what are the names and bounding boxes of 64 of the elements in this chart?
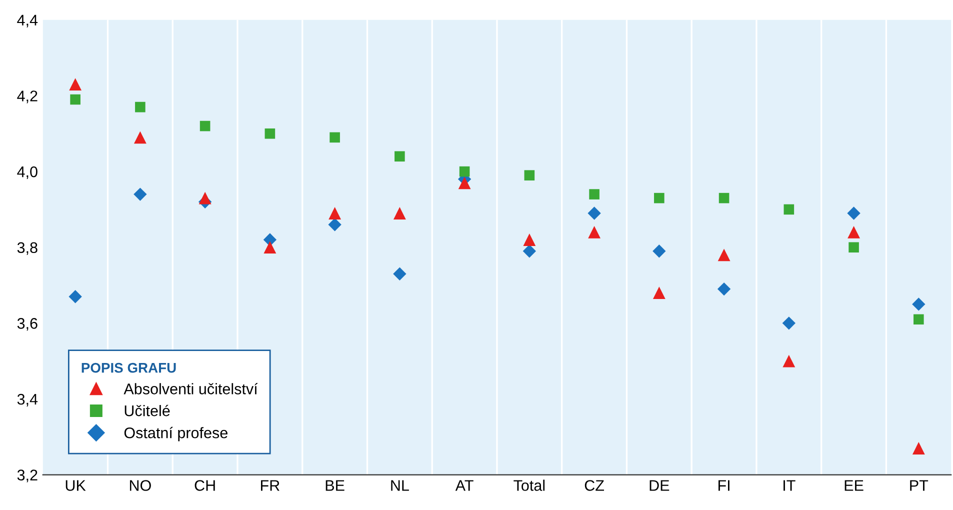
point — [912, 298, 926, 311]
y-tick-label: 4,4 — [17, 14, 38, 28]
point — [264, 241, 276, 254]
point — [69, 78, 82, 91]
point — [654, 192, 664, 204]
point — [524, 170, 535, 180]
point — [522, 244, 536, 258]
point — [459, 166, 470, 177]
x-tick-label: DE — [650, 480, 670, 491]
point — [782, 354, 796, 368]
y-tick-label: 4,0 — [17, 166, 38, 180]
point — [652, 286, 666, 300]
point — [847, 206, 860, 220]
x-tick-label: CH — [194, 480, 215, 491]
point — [134, 131, 146, 144]
point — [848, 242, 859, 252]
x-tick-label: FI — [718, 480, 730, 491]
y-tick-label: 3,4 — [17, 394, 38, 406]
point — [589, 189, 600, 200]
x-tick-label: Total — [514, 480, 545, 491]
point — [784, 204, 794, 215]
point — [717, 282, 731, 296]
x-tick-label: EE — [844, 480, 864, 491]
legend-title: POPIS GRAFU — [82, 362, 176, 373]
y-tick-label: 3,2 — [17, 470, 38, 482]
x-tick-label: NO — [130, 480, 151, 491]
point — [200, 120, 210, 132]
y-tick-label: 3,8 — [17, 242, 38, 255]
point — [912, 442, 925, 454]
point — [134, 188, 147, 201]
point — [523, 234, 536, 246]
x-tick-label: CZ — [584, 480, 604, 491]
legend-label: Absolventi učitelství — [124, 382, 258, 394]
point — [914, 314, 924, 325]
x-tick-label: PT — [910, 480, 928, 491]
point — [393, 207, 406, 220]
point — [718, 248, 730, 262]
y-tick-label: 4,2 — [17, 90, 38, 104]
x-tick-label: BE — [326, 480, 344, 491]
y-tick-label: 3,6 — [17, 318, 38, 331]
legend-label: Ostatní profese — [124, 426, 228, 442]
point — [588, 206, 601, 220]
point — [328, 207, 342, 220]
point — [264, 128, 276, 139]
point — [652, 244, 666, 258]
x-tick-label: AT — [455, 480, 474, 491]
x-tick-label: FR — [261, 480, 280, 491]
x-tick-label: IT — [784, 480, 796, 491]
point — [848, 226, 860, 238]
point — [718, 192, 730, 204]
point — [394, 151, 405, 162]
point — [328, 218, 342, 232]
legend-label: Učitelé — [124, 404, 170, 416]
point — [393, 267, 406, 280]
point — [198, 192, 212, 204]
x-tick-label: UK — [66, 480, 86, 491]
point — [330, 132, 340, 143]
point — [458, 176, 471, 190]
point — [70, 94, 80, 105]
point — [782, 316, 796, 330]
point — [135, 102, 146, 112]
point — [68, 290, 82, 304]
x-tick-label: NL — [391, 480, 409, 491]
point — [588, 226, 601, 238]
